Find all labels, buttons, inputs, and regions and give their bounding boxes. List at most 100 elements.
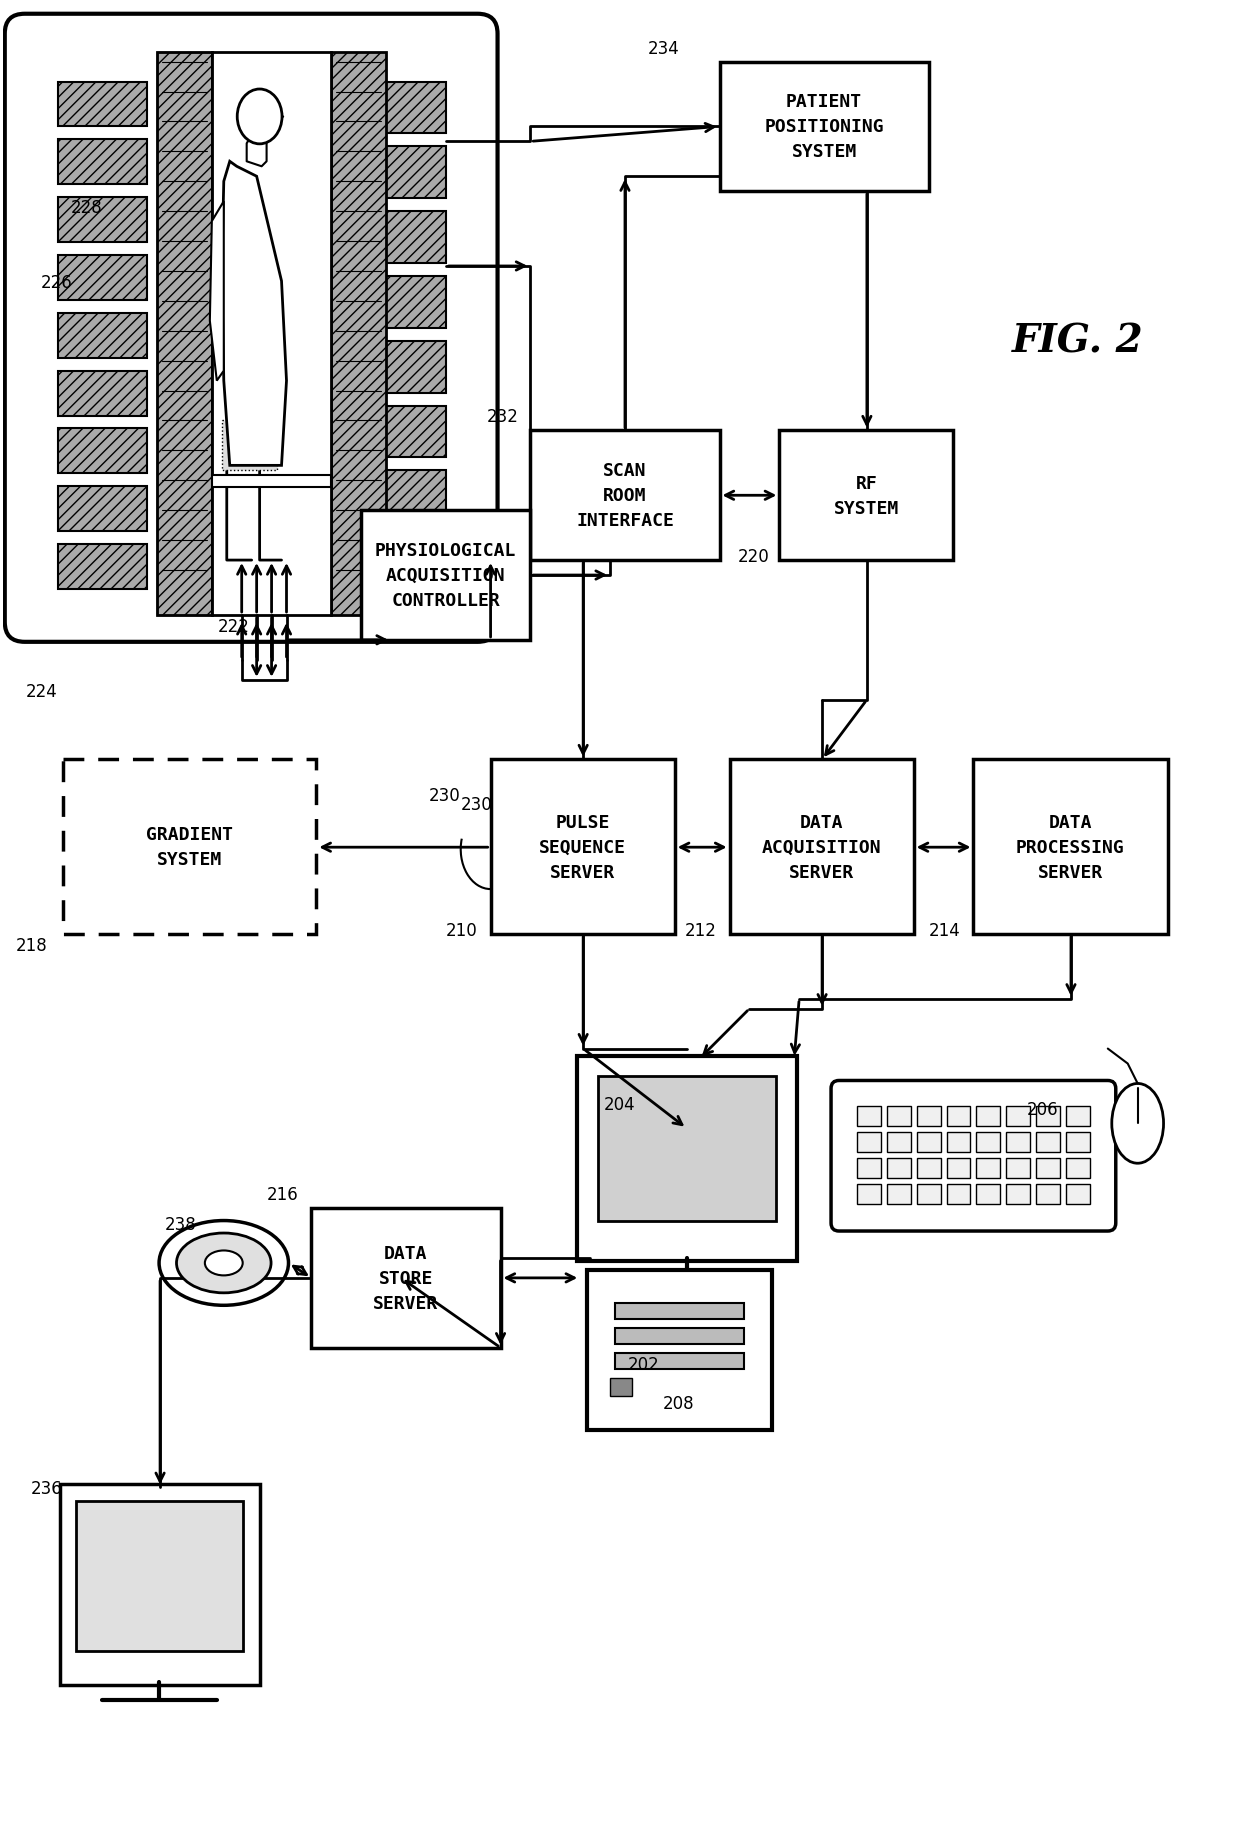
Bar <box>212 53 331 616</box>
Text: 230: 230 <box>461 797 492 813</box>
Text: 230: 230 <box>429 788 461 806</box>
FancyBboxPatch shape <box>5 15 497 642</box>
Bar <box>916 1159 941 1178</box>
Bar <box>887 1185 910 1205</box>
Ellipse shape <box>205 1251 243 1276</box>
Text: 236: 236 <box>31 1480 62 1497</box>
Text: 228: 228 <box>71 199 103 217</box>
FancyBboxPatch shape <box>577 1056 797 1262</box>
Text: 214: 214 <box>929 921 961 939</box>
Bar <box>615 1353 744 1369</box>
Bar <box>212 476 331 489</box>
FancyBboxPatch shape <box>531 432 719 561</box>
Bar <box>1066 1185 1090 1205</box>
Bar <box>1037 1185 1060 1205</box>
Text: 218: 218 <box>16 937 47 955</box>
Bar <box>976 1107 1001 1127</box>
Bar <box>57 199 148 242</box>
Bar <box>57 545 148 589</box>
Text: PATIENT
POSITIONING
SYSTEM: PATIENT POSITIONING SYSTEM <box>764 93 884 160</box>
FancyBboxPatch shape <box>588 1271 773 1431</box>
Bar <box>77 1502 243 1652</box>
Bar <box>1066 1159 1090 1178</box>
Bar <box>381 148 446 199</box>
Bar <box>916 1185 941 1205</box>
FancyBboxPatch shape <box>60 1484 259 1684</box>
Text: FIG. 2: FIG. 2 <box>1012 323 1143 361</box>
Text: 222: 222 <box>218 618 249 636</box>
FancyBboxPatch shape <box>729 760 914 935</box>
Text: 224: 224 <box>26 682 57 700</box>
Bar <box>57 255 148 301</box>
Bar <box>331 53 386 616</box>
Bar <box>887 1159 910 1178</box>
Bar <box>916 1107 941 1127</box>
FancyBboxPatch shape <box>62 760 316 935</box>
Bar <box>946 1132 971 1152</box>
Bar <box>615 1303 744 1320</box>
Bar <box>157 53 212 616</box>
Bar <box>1007 1132 1030 1152</box>
Ellipse shape <box>1112 1085 1163 1163</box>
Text: PULSE
SEQUENCE
SERVER: PULSE SEQUENCE SERVER <box>539 813 626 881</box>
Bar <box>1037 1159 1060 1178</box>
Text: DATA
PROCESSING
SERVER: DATA PROCESSING SERVER <box>1016 813 1125 881</box>
Bar <box>1007 1107 1030 1127</box>
Bar <box>381 536 446 587</box>
Text: 208: 208 <box>663 1395 694 1413</box>
Bar <box>916 1132 941 1152</box>
Text: SCAN
ROOM
INTERFACE: SCAN ROOM INTERFACE <box>577 461 673 530</box>
Bar <box>610 1378 632 1396</box>
Text: 216: 216 <box>267 1185 299 1203</box>
Bar <box>857 1132 880 1152</box>
Bar <box>57 140 148 186</box>
FancyBboxPatch shape <box>719 62 929 191</box>
Bar <box>598 1077 776 1221</box>
FancyBboxPatch shape <box>491 760 675 935</box>
Bar <box>1007 1185 1030 1205</box>
Bar <box>381 407 446 458</box>
Bar <box>1066 1107 1090 1127</box>
Text: 210: 210 <box>446 921 477 939</box>
Bar <box>57 487 148 532</box>
Bar <box>1007 1159 1030 1178</box>
Bar <box>381 211 446 264</box>
Bar <box>976 1185 1001 1205</box>
Bar <box>615 1327 744 1344</box>
Bar <box>381 82 446 135</box>
Bar <box>381 341 446 394</box>
Bar <box>857 1159 880 1178</box>
Bar <box>857 1107 880 1127</box>
Bar <box>57 372 148 416</box>
Polygon shape <box>222 162 286 467</box>
Bar <box>857 1185 880 1205</box>
FancyBboxPatch shape <box>361 510 531 640</box>
Bar <box>1037 1107 1060 1127</box>
Bar <box>976 1159 1001 1178</box>
Text: DATA
STORE
SERVER: DATA STORE SERVER <box>373 1243 439 1313</box>
Bar <box>57 82 148 128</box>
Bar <box>946 1159 971 1178</box>
Text: 238: 238 <box>165 1216 197 1234</box>
Ellipse shape <box>159 1221 289 1305</box>
Bar <box>157 53 212 616</box>
Text: GRADIENT
SYSTEM: GRADIENT SYSTEM <box>146 826 233 870</box>
Polygon shape <box>210 202 223 381</box>
Bar <box>222 421 277 470</box>
Text: 232: 232 <box>486 408 518 427</box>
FancyBboxPatch shape <box>831 1081 1116 1231</box>
FancyBboxPatch shape <box>311 1209 501 1347</box>
Bar <box>946 1107 971 1127</box>
Text: 226: 226 <box>41 273 72 292</box>
FancyBboxPatch shape <box>779 432 954 561</box>
Ellipse shape <box>237 89 281 144</box>
Bar <box>381 277 446 328</box>
Text: 234: 234 <box>649 40 680 58</box>
Bar <box>946 1185 971 1205</box>
Text: PHYSIOLOGICAL
ACQUISITION
CONTROLLER: PHYSIOLOGICAL ACQUISITION CONTROLLER <box>374 541 517 609</box>
Bar <box>1066 1132 1090 1152</box>
Bar <box>57 314 148 359</box>
Text: 204: 204 <box>604 1096 635 1114</box>
Bar <box>976 1132 1001 1152</box>
Bar <box>57 428 148 474</box>
